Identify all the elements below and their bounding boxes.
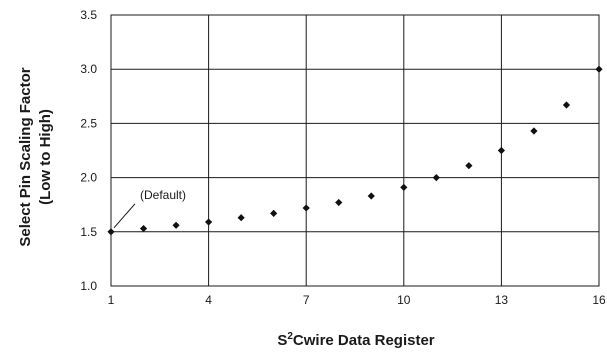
data-point — [497, 146, 505, 155]
y-axis-title-line-1: Select Pin Scaling Factor — [17, 67, 34, 246]
data-point — [530, 127, 538, 135]
data-point — [205, 218, 213, 226]
data-point — [302, 204, 310, 212]
y-axis-title-line-2: (Low to High) — [37, 109, 54, 205]
data-point — [465, 162, 473, 170]
x-axis-title-main: Cwire Data Register — [293, 332, 435, 349]
x-axis-ticks: 1 4 7 10 13 16 — [108, 293, 606, 307]
x-tick-label: 16 — [592, 293, 606, 307]
data-points — [107, 65, 603, 236]
data-point — [562, 101, 571, 109]
y-axis-ticks: 1.0 1.5 2.0 2.5 3.0 3.5 — [80, 8, 97, 293]
x-axis-title: S2Cwire Data Register — [277, 331, 434, 349]
y-tick-label: 2.0 — [80, 171, 97, 185]
x-tick-label: 10 — [397, 293, 411, 307]
default-annotation: (Default) — [113, 188, 186, 229]
y-tick-label: 1.5 — [80, 225, 97, 239]
annotation-label: (Default) — [140, 188, 186, 202]
annotation-leader-line — [113, 203, 136, 229]
y-tick-label: 3.5 — [80, 8, 97, 22]
data-point — [270, 209, 278, 217]
data-point — [595, 65, 603, 73]
data-point — [237, 214, 245, 222]
x-tick-label: 13 — [495, 293, 509, 307]
grid — [110, 14, 600, 287]
data-point — [107, 228, 115, 236]
data-point — [432, 174, 440, 182]
x-tick-label: 1 — [108, 293, 115, 307]
x-axis-title-superscript: 2 — [287, 331, 293, 342]
x-axis-title-prefix: S — [277, 332, 287, 349]
x-tick-label: 4 — [205, 293, 212, 307]
y-tick-label: 3.0 — [80, 62, 97, 76]
data-point — [335, 198, 343, 207]
data-point — [139, 224, 148, 233]
x-tick-label: 7 — [303, 293, 310, 307]
y-tick-label: 1.0 — [80, 279, 97, 293]
data-point — [367, 192, 375, 200]
data-point — [172, 221, 180, 229]
y-tick-label: 2.5 — [80, 116, 97, 130]
data-point — [400, 183, 408, 191]
y-axis-title: Select Pin Scaling Factor (Low to High) — [17, 67, 54, 246]
plot-frame — [110, 14, 600, 287]
